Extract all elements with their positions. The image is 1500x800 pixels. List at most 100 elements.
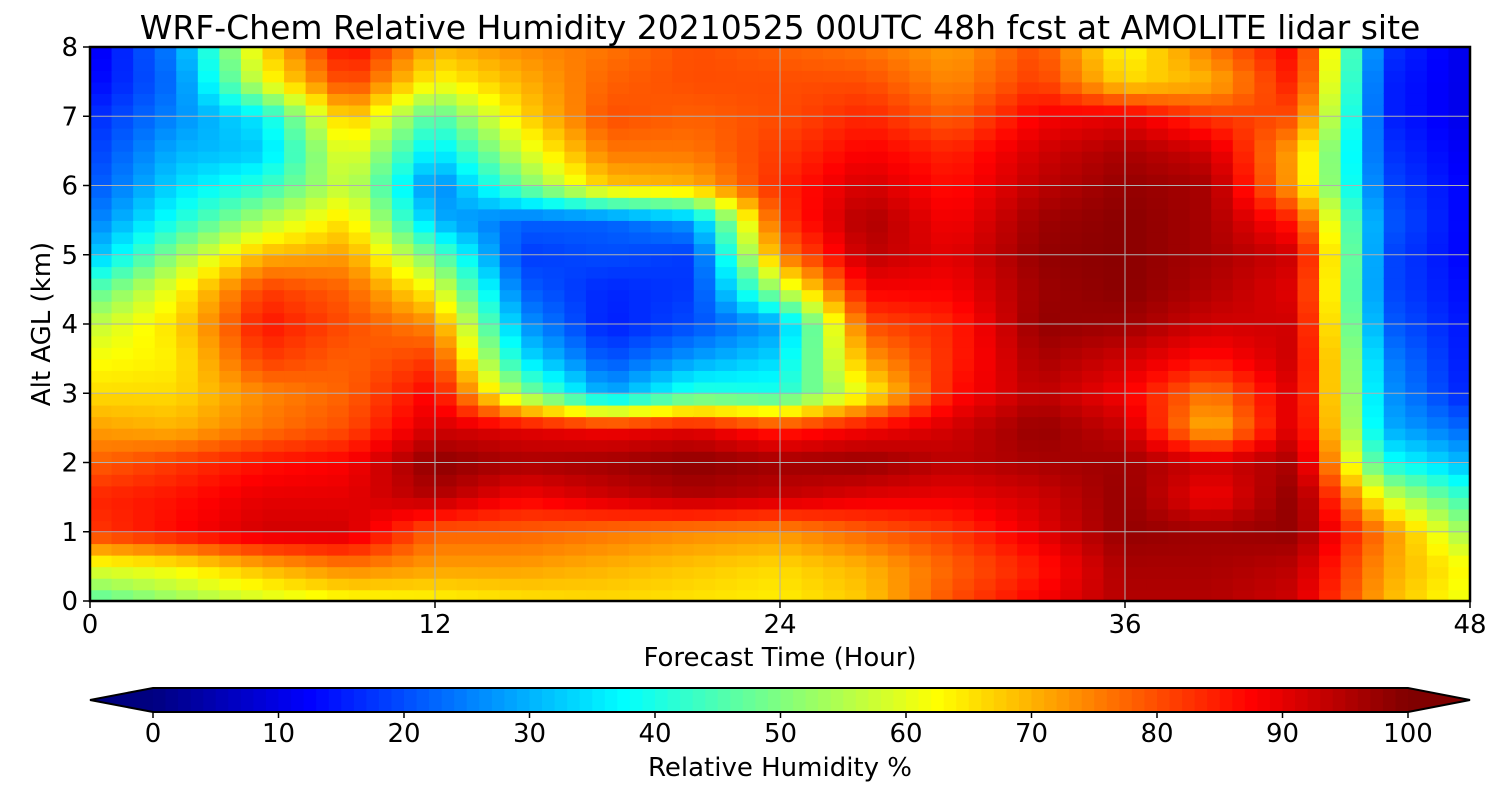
heatmap-cell: [1103, 312, 1126, 325]
heatmap-cell: [370, 416, 393, 429]
heatmap-cell: [1168, 554, 1191, 568]
heatmap-cell: [219, 139, 242, 152]
heatmap-cell: [305, 370, 328, 383]
heatmap-cell: [1275, 370, 1299, 383]
heatmap-cell: [736, 485, 760, 498]
heatmap-cell: [1146, 266, 1169, 279]
heatmap-cell: [1038, 370, 1062, 383]
heatmap-cell: [1275, 81, 1299, 94]
heatmap-cell: [844, 300, 868, 314]
heatmap-cell: [930, 508, 954, 522]
heatmap-cell: [736, 497, 760, 510]
heatmap-cell: [413, 289, 436, 302]
heatmap-cell: [1125, 450, 1148, 464]
heatmap-cell: [391, 220, 415, 233]
heatmap-cell: [1211, 450, 1234, 464]
heatmap-cell: [974, 577, 997, 591]
heatmap-cell: [111, 185, 134, 198]
heatmap-cell: [154, 589, 178, 601]
heatmap-cell: [197, 520, 221, 533]
heatmap-cell: [1232, 81, 1256, 94]
colorbar-swatch: [805, 688, 819, 712]
heatmap-cell: [1081, 243, 1105, 256]
heatmap-cell: [844, 185, 868, 198]
heatmap-cell: [284, 104, 307, 118]
heatmap-cell: [629, 381, 652, 395]
heatmap-cell: [715, 127, 738, 141]
heatmap-cell: [887, 439, 911, 452]
heatmap-cell: [564, 393, 587, 406]
heatmap-cell: [154, 450, 178, 464]
heatmap-cell: [154, 393, 178, 406]
heatmap-cell: [1275, 508, 1299, 522]
heatmap-cell: [1297, 197, 1320, 210]
heatmap-cell: [1254, 58, 1277, 71]
heatmap-cell: [305, 335, 328, 348]
heatmap-cell: [672, 266, 695, 279]
heatmap-cell: [413, 277, 436, 291]
colorbar-tick-label: 100: [1383, 719, 1433, 749]
heatmap-cell: [1254, 139, 1277, 152]
heatmap-cell: [1383, 116, 1407, 129]
heatmap-cell: [370, 485, 393, 498]
heatmap-cell: [240, 185, 264, 198]
heatmap-cell: [456, 508, 479, 522]
heatmap-cell: [542, 497, 566, 510]
heatmap-cell: [844, 127, 868, 141]
heatmap-cell: [1275, 289, 1299, 302]
heatmap-cell: [1405, 474, 1428, 487]
heatmap-cell: [413, 127, 436, 141]
heatmap-cell: [1103, 173, 1126, 187]
heatmap-cell: [478, 358, 501, 371]
heatmap-cell: [1211, 531, 1234, 545]
heatmap-cell: [1319, 254, 1342, 268]
heatmap-cell: [348, 485, 372, 498]
heatmap-cell: [284, 427, 307, 441]
heatmap-cell: [736, 173, 760, 187]
heatmap-cell: [909, 150, 932, 164]
heatmap-cell: [197, 173, 221, 187]
heatmap-cell: [1189, 416, 1213, 429]
heatmap-cell: [736, 150, 760, 164]
heatmap-cell: [887, 312, 911, 325]
heatmap-cell: [197, 439, 221, 452]
heatmap-cell: [456, 577, 479, 591]
heatmap-cell: [995, 300, 1018, 314]
heatmap-cell: [111, 554, 134, 568]
heatmap-cell: [413, 150, 436, 164]
heatmap-cell: [1232, 220, 1256, 233]
heatmap-cell: [758, 220, 781, 233]
heatmap-cell: [1146, 531, 1169, 545]
heatmap-cell: [1426, 462, 1450, 475]
heatmap-cell: [133, 208, 156, 221]
heatmap-cell: [930, 358, 954, 371]
heatmap-cell: [111, 347, 134, 360]
heatmap-cell: [111, 450, 134, 464]
heatmap-cell: [413, 58, 436, 71]
heatmap-cell: [154, 93, 178, 106]
heatmap-cell: [607, 93, 630, 106]
heatmap-cell: [370, 220, 393, 233]
heatmap-cell: [844, 266, 868, 279]
heatmap-cell: [672, 462, 695, 475]
heatmap-cell: [1081, 266, 1105, 279]
heatmap-cell: [844, 324, 868, 337]
heatmap-cell: [629, 485, 652, 498]
heatmap-cell: [930, 173, 954, 187]
heatmap-cell: [1232, 393, 1256, 406]
heatmap-cell: [1405, 554, 1428, 568]
heatmap-cell: [478, 254, 501, 268]
heatmap-cell: [499, 312, 523, 325]
colorbar-swatch: [165, 688, 179, 712]
heatmap-cell: [564, 497, 587, 510]
heatmap-cell: [1168, 104, 1191, 118]
heatmap-cell: [391, 370, 415, 383]
heatmap-cell: [1448, 324, 1470, 337]
heatmap-cell: [1168, 566, 1191, 579]
heatmap-cell: [1103, 266, 1126, 279]
heatmap-cell: [844, 150, 868, 164]
heatmap-cell: [952, 70, 975, 83]
heatmap-cell: [930, 58, 954, 71]
heatmap-cell: [219, 277, 242, 291]
heatmap-cell: [284, 162, 307, 175]
